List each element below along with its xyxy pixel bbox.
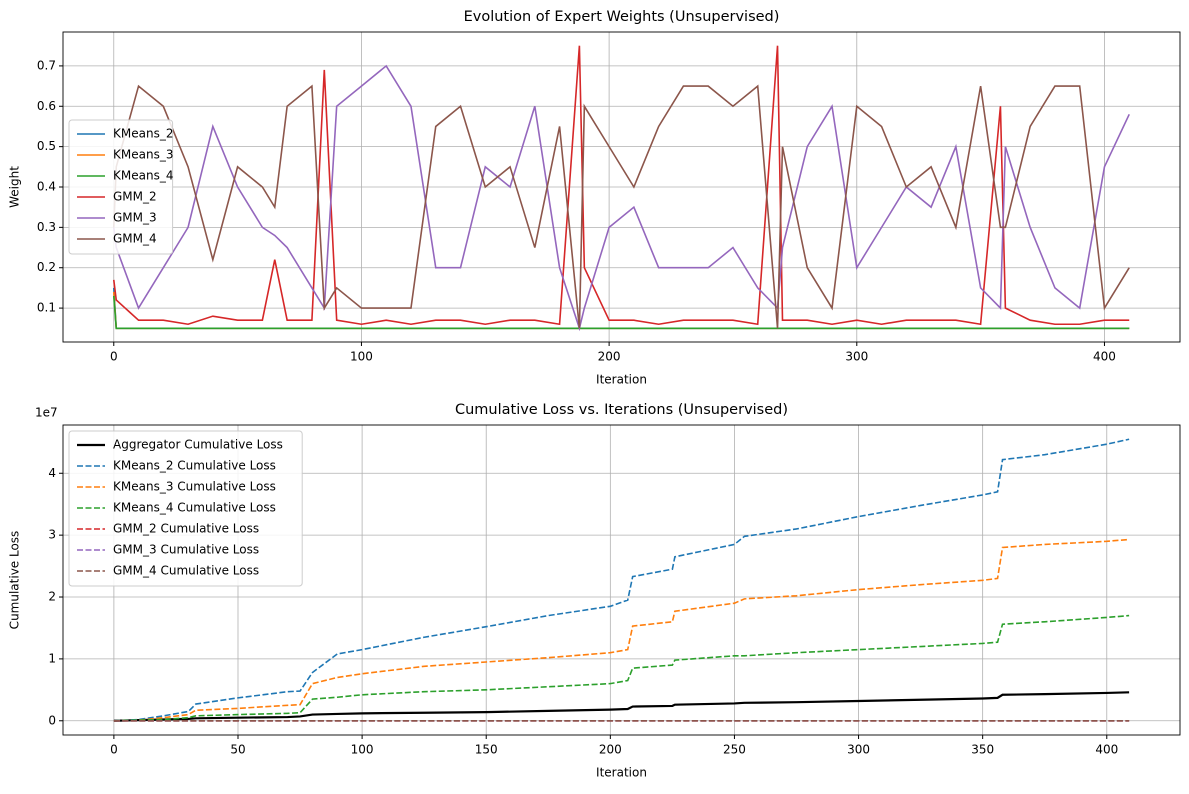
x-tick-label: 200 <box>599 743 622 757</box>
legend-label: GMM_3 Cumulative Loss <box>113 543 259 557</box>
legend-label: KMeans_4 <box>113 169 173 183</box>
y-tick-label: 0.6 <box>37 99 56 113</box>
x-tick-label: 50 <box>230 743 245 757</box>
x-tick-label: 0 <box>110 743 118 757</box>
y-offset-label: 1e7 <box>35 406 58 420</box>
legend-label: Aggregator Cumulative Loss <box>113 438 283 452</box>
y-axis-label: Weight <box>8 166 22 208</box>
x-tick-label: 0 <box>110 350 118 364</box>
legend-label: KMeans_3 Cumulative Loss <box>113 480 276 494</box>
legend-label: GMM_4 Cumulative Loss <box>113 564 259 578</box>
y-tick-label: 4 <box>48 466 56 480</box>
x-tick-label: 100 <box>350 350 373 364</box>
legend-label: GMM_2 Cumulative Loss <box>113 522 259 536</box>
y-tick-label: 3 <box>48 528 56 542</box>
x-tick-label: 200 <box>598 350 621 364</box>
series-line <box>113 438 1130 722</box>
series-line <box>113 614 1130 722</box>
x-tick-label: 250 <box>723 743 746 757</box>
y-tick-label: 1 <box>48 651 56 665</box>
y-tick-label: 0.5 <box>37 139 56 153</box>
legend-label: GMM_4 <box>113 232 157 246</box>
legend-label: KMeans_2 Cumulative Loss <box>113 459 276 473</box>
legend-label: KMeans_2 <box>113 127 173 141</box>
legend-label: GMM_2 <box>113 190 157 204</box>
y-tick-label: 0.2 <box>37 260 56 274</box>
axes-frame <box>62 31 1181 343</box>
x-axis-label: Iteration <box>596 766 647 780</box>
x-tick-label: 150 <box>475 743 498 757</box>
x-tick-label: 400 <box>1093 350 1116 364</box>
legend-label: GMM_3 <box>113 211 157 225</box>
x-tick-label: 400 <box>1095 743 1118 757</box>
series-line <box>113 538 1130 722</box>
legend-box <box>68 430 303 587</box>
y-tick-label: 0 <box>48 713 56 727</box>
x-tick-label: 350 <box>971 743 994 757</box>
y-tick-label: 0.3 <box>37 220 56 234</box>
y-tick-label: 0.1 <box>37 301 56 315</box>
y-tick-label: 2 <box>48 590 56 604</box>
series-line <box>112 295 1130 330</box>
chart-title: Evolution of Expert Weights (Unsupervise… <box>464 9 780 25</box>
y-axis-label: Cumulative Loss <box>8 531 22 630</box>
x-tick-label: 100 <box>351 743 374 757</box>
series-line <box>113 691 1130 722</box>
x-tick-label: 300 <box>845 350 868 364</box>
legend-label: KMeans_3 <box>113 148 173 162</box>
legend-label: KMeans_4 Cumulative Loss <box>113 501 276 515</box>
series-line <box>112 64 1130 332</box>
y-tick-label: 0.7 <box>37 58 56 72</box>
series-line <box>112 84 1130 329</box>
series-line <box>112 45 1130 326</box>
axes-frame <box>62 424 1181 736</box>
chart-title: Cumulative Loss vs. Iterations (Unsuperv… <box>455 402 788 418</box>
legend-box <box>68 119 174 255</box>
y-tick-label: 0.4 <box>37 180 56 194</box>
x-tick-label: 300 <box>847 743 870 757</box>
x-axis-label: Iteration <box>596 373 647 387</box>
